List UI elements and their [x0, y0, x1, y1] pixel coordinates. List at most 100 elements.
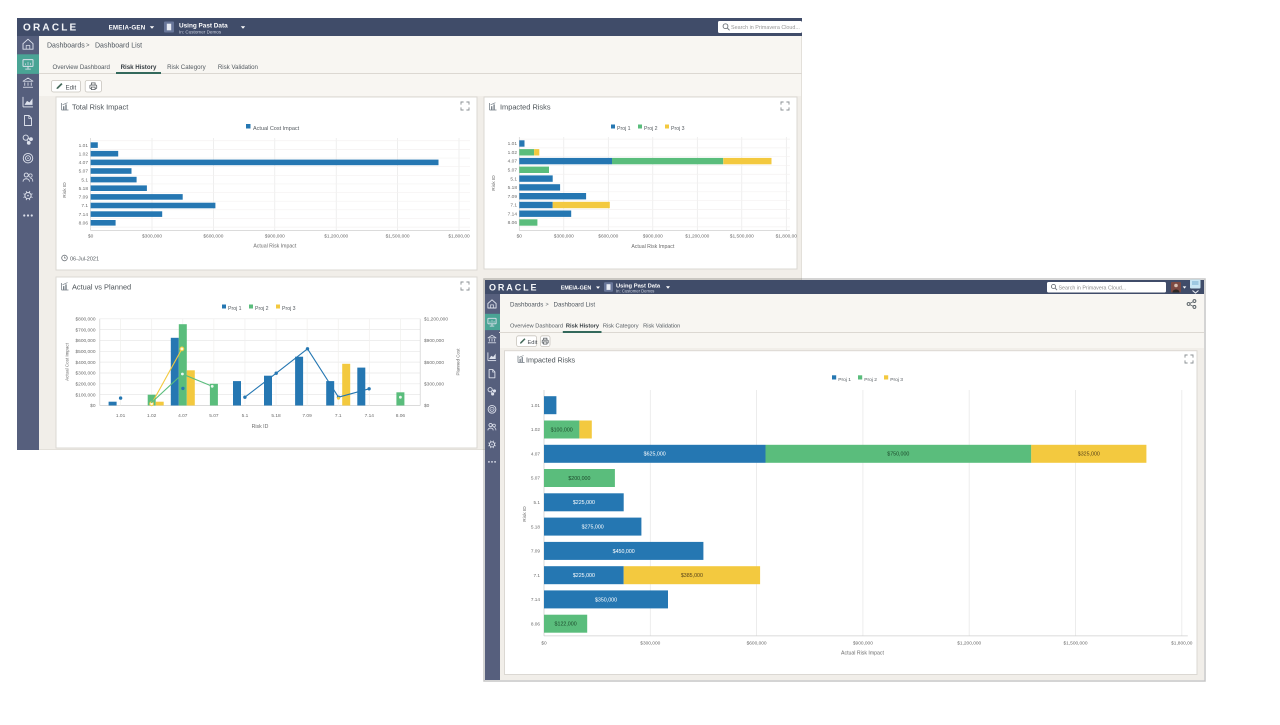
svg-text:Using Past Data: Using Past Data	[179, 22, 228, 29]
svg-text:5.07: 5.07	[508, 168, 518, 174]
svg-text:$300,000: $300,000	[142, 234, 162, 240]
svg-text:1.02: 1.02	[79, 151, 89, 157]
svg-text:$600,000: $600,000	[203, 234, 223, 240]
svg-text:Risk ID: Risk ID	[62, 182, 68, 198]
svg-text:Proj 2: Proj 2	[644, 126, 658, 132]
svg-text:$200,000: $200,000	[568, 476, 590, 482]
svg-text:5.18: 5.18	[79, 186, 89, 192]
svg-text:1.02: 1.02	[508, 150, 518, 156]
svg-text:Risk History: Risk History	[121, 64, 157, 71]
svg-text:Risk ID: Risk ID	[491, 175, 497, 191]
svg-text:Proj 3: Proj 3	[671, 126, 685, 132]
svg-text:$300,000: $300,000	[75, 371, 95, 377]
svg-text:5.07: 5.07	[79, 169, 89, 175]
svg-text:$500,000: $500,000	[75, 349, 95, 355]
svg-text:8.06: 8.06	[396, 413, 406, 419]
svg-text:Risk Validation: Risk Validation	[643, 323, 680, 329]
svg-text:$225,000: $225,000	[573, 500, 595, 506]
svg-text:$0: $0	[90, 403, 96, 409]
svg-text:1.02: 1.02	[531, 427, 541, 432]
svg-text:7.1: 7.1	[81, 203, 88, 209]
svg-text:$600,000: $600,000	[424, 360, 444, 366]
svg-text:5.1: 5.1	[510, 176, 517, 182]
svg-text:Actual Risk Impact: Actual Risk Impact	[841, 650, 885, 656]
svg-text:4.07: 4.07	[531, 452, 541, 457]
svg-text:8.06: 8.06	[79, 220, 89, 226]
svg-text:Risk ID: Risk ID	[252, 424, 269, 430]
svg-text:$700,000: $700,000	[75, 327, 95, 333]
svg-text:Actual Cost Impact: Actual Cost Impact	[65, 342, 70, 381]
svg-text:$200,000: $200,000	[75, 382, 95, 388]
svg-text:$600,000: $600,000	[598, 234, 618, 240]
svg-text:$0: $0	[541, 640, 547, 646]
svg-text:$0: $0	[424, 403, 430, 409]
svg-text:$900,000: $900,000	[424, 338, 444, 344]
svg-text:1.01: 1.01	[116, 413, 126, 419]
svg-text:$600,000: $600,000	[747, 640, 767, 646]
svg-text:8.06: 8.06	[508, 220, 518, 226]
svg-text:5.07: 5.07	[531, 476, 541, 481]
svg-text:Proj 1: Proj 1	[228, 306, 242, 312]
svg-text:$900,000: $900,000	[265, 234, 285, 240]
svg-text:8.06: 8.06	[531, 621, 541, 626]
svg-text:7.14: 7.14	[79, 212, 89, 218]
svg-text:$1,500,000: $1,500,000	[1063, 640, 1087, 646]
svg-text:Edit: Edit	[528, 340, 538, 346]
svg-text:Search in Primavera Cloud...: Search in Primavera Cloud...	[1059, 285, 1127, 291]
svg-text:Risk Validation: Risk Validation	[218, 64, 259, 71]
svg-text:$225,000: $225,000	[573, 573, 595, 579]
svg-text:$600,000: $600,000	[75, 338, 95, 344]
svg-text:$750,000: $750,000	[887, 452, 909, 458]
svg-text:Actual vs Planned: Actual vs Planned	[72, 283, 131, 292]
svg-text:7.09: 7.09	[508, 194, 518, 200]
svg-text:Dashboards: Dashboards	[47, 42, 85, 49]
svg-text:Proj 1: Proj 1	[617, 126, 631, 132]
svg-text:$325,000: $325,000	[1078, 452, 1100, 458]
svg-text:EMEIA-GEN: EMEIA-GEN	[109, 25, 146, 32]
svg-text:Edit: Edit	[66, 84, 77, 91]
svg-text:4.07: 4.07	[79, 160, 89, 166]
svg-text:4.07: 4.07	[178, 413, 188, 419]
svg-text:7.1: 7.1	[533, 573, 540, 578]
svg-text:$900,000: $900,000	[643, 234, 663, 240]
svg-text:Overview Dashboard: Overview Dashboard	[53, 64, 111, 71]
svg-text:$1,500,000: $1,500,000	[386, 234, 410, 240]
svg-text:>: >	[546, 302, 549, 308]
svg-text:7.14: 7.14	[531, 597, 541, 602]
svg-text:$122,000: $122,000	[555, 622, 577, 628]
svg-text:Risk Category: Risk Category	[167, 64, 206, 71]
svg-text:1.01: 1.01	[508, 141, 518, 147]
svg-text:$1,800,00: $1,800,00	[448, 234, 470, 240]
svg-text:$1,500,000: $1,500,000	[730, 234, 754, 240]
svg-text:5.18: 5.18	[271, 413, 281, 419]
svg-text:Proj 3: Proj 3	[282, 306, 296, 312]
svg-text:Impacted Risks: Impacted Risks	[526, 356, 576, 365]
svg-text:$1,200,000: $1,200,000	[424, 317, 448, 323]
svg-text:06-Jul-2021: 06-Jul-2021	[70, 256, 99, 262]
svg-text:5.18: 5.18	[531, 524, 541, 529]
svg-text:$350,000: $350,000	[595, 597, 617, 603]
svg-text:$1,200,000: $1,200,000	[685, 234, 709, 240]
svg-text:Dashboards: Dashboards	[510, 301, 543, 308]
svg-text:Risk Category: Risk Category	[603, 323, 639, 329]
svg-text:Actual Cost Impact: Actual Cost Impact	[253, 126, 300, 132]
svg-text:In: Customer Demos: In: Customer Demos	[616, 289, 654, 294]
svg-text:$100,000: $100,000	[551, 427, 573, 433]
svg-text:Proj 3: Proj 3	[890, 377, 903, 383]
svg-text:$1,200,000: $1,200,000	[324, 234, 348, 240]
svg-text:4.07: 4.07	[508, 159, 518, 165]
svg-text:Proj 1: Proj 1	[838, 377, 851, 383]
svg-text:Total Risk Impact: Total Risk Impact	[72, 103, 128, 112]
svg-text:$1,200,000: $1,200,000	[957, 640, 981, 646]
svg-text:5.1: 5.1	[81, 177, 88, 183]
svg-text:Dashboard List: Dashboard List	[554, 301, 596, 308]
svg-text:5.1: 5.1	[242, 413, 249, 419]
svg-text:5.18: 5.18	[508, 185, 518, 191]
svg-text:$100,000: $100,000	[75, 392, 95, 398]
svg-text:$1,800,00: $1,800,00	[1171, 640, 1193, 646]
svg-text:Risk ID: Risk ID	[522, 506, 528, 522]
svg-text:EMEIA-GEN: EMEIA-GEN	[561, 286, 592, 292]
svg-text:7.14: 7.14	[508, 211, 518, 217]
svg-text:Proj 2: Proj 2	[255, 306, 269, 312]
svg-text:ORACLE: ORACLE	[489, 282, 538, 292]
